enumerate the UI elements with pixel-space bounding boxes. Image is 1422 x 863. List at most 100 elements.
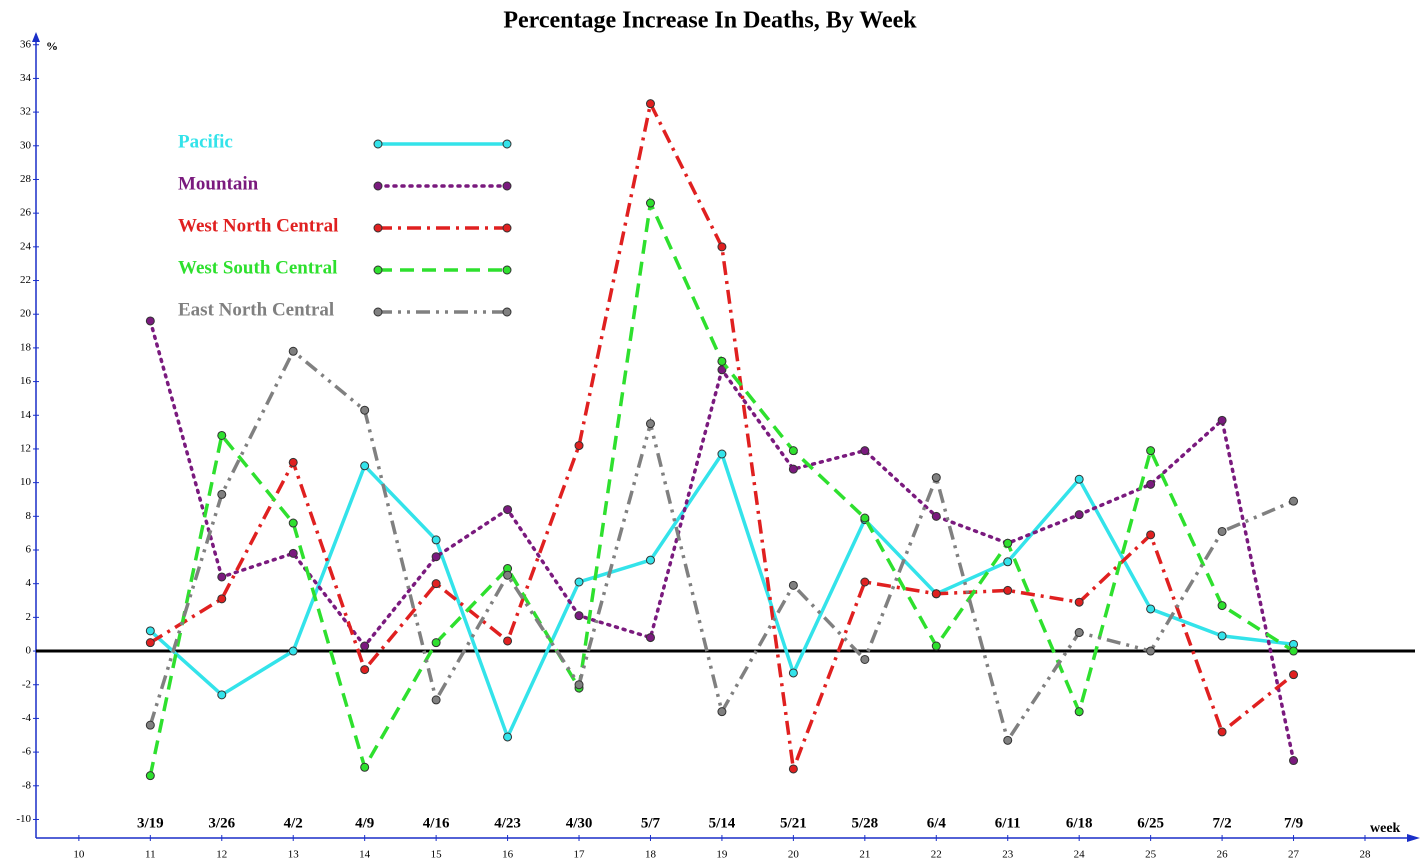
data-point [1003,735,1013,745]
data-point [574,441,584,451]
x-axis-arrow [1407,834,1420,842]
date-label: 5/21 [780,815,807,831]
data-point [431,535,441,545]
data-point [217,489,227,499]
x-tick-label: 16 [502,849,514,861]
y-tick-label: 12 [20,442,31,454]
date-label: 3/19 [137,815,164,831]
data-point [574,611,584,621]
y-tick-label: 16 [20,375,32,387]
legend-marker [373,139,383,149]
date-label: 7/2 [1212,815,1231,831]
x-tick-label: 13 [288,849,300,861]
y-tick-label: 10 [20,476,32,488]
series-line [149,98,1295,770]
y-axis-label: % [46,39,58,53]
date-label: 7/9 [1284,815,1303,831]
data-point [645,99,655,109]
data-point [788,446,798,456]
data-point [145,316,155,326]
data-point [1146,479,1156,489]
legend-marker [373,181,383,191]
data-point [1074,474,1084,484]
data-point [1003,585,1013,595]
legend-marker [502,307,512,317]
data-point [288,457,298,467]
y-tick-label: 18 [20,341,32,353]
data-point [503,732,513,742]
date-label: 6/4 [927,815,947,831]
y-tick-label: 2 [26,611,32,623]
data-point [788,464,798,474]
data-point [288,646,298,656]
y-axis-arrow [32,32,40,42]
data-point [1146,530,1156,540]
data-point [1217,526,1227,536]
y-tick-label: 0 [26,645,32,657]
data-point [645,419,655,429]
y-tick-label: 20 [20,308,32,320]
y-tick-label: 6 [26,544,32,556]
data-point [431,695,441,705]
y-tick-label: 14 [20,409,32,421]
x-tick-label: 22 [931,849,942,861]
data-point [788,764,798,774]
data-point [1217,415,1227,425]
data-point [931,641,941,651]
x-tick-label: 28 [1359,849,1371,861]
data-point [360,461,370,471]
y-tick-label: 30 [20,139,32,151]
data-point [217,572,227,582]
x-tick-label: 12 [216,849,227,861]
data-point [1289,756,1299,766]
data-point [860,446,870,456]
data-point [1146,446,1156,456]
date-label: 6/11 [995,815,1021,831]
x-tick-label: 17 [574,849,586,861]
data-point [645,633,655,643]
y-tick-label: -8 [22,779,32,791]
data-point [645,555,655,565]
y-tick-label: -10 [16,813,31,825]
legend-marker [373,307,383,317]
data-point [860,513,870,523]
data-point [1074,628,1084,638]
data-point [1003,538,1013,548]
legend-marker [373,223,383,233]
data-point [1146,604,1156,614]
data-point [288,548,298,558]
y-tick-label: 8 [26,510,32,522]
data-point [360,641,370,651]
date-label: 4/16 [423,815,450,831]
legend-label: East North Central [178,299,334,320]
date-label: 6/18 [1066,815,1093,831]
data-point [217,430,227,440]
data-point [431,579,441,589]
x-tick-label: 20 [788,849,800,861]
data-point [503,636,513,646]
x-tick-label: 15 [431,849,443,861]
legend-marker [502,181,512,191]
y-tick-label: -4 [22,712,32,724]
data-point [217,594,227,604]
data-point [717,242,727,252]
legend-marker [502,223,512,233]
data-point [645,198,655,208]
date-label: 4/2 [284,815,303,831]
y-tick-label: 26 [20,207,32,219]
date-label: 4/30 [566,815,593,831]
data-point [217,690,227,700]
x-tick-label: 25 [1145,849,1157,861]
data-point [1217,727,1227,737]
data-point [860,654,870,664]
date-label: 5/7 [641,815,661,831]
x-tick-label: 19 [716,849,728,861]
legend-marker [502,139,512,149]
data-point [360,665,370,675]
legend-marker [502,265,512,275]
data-point [574,577,584,587]
x-tick-label: 10 [73,849,85,861]
data-point [931,511,941,521]
legend-label: West South Central [178,257,337,278]
